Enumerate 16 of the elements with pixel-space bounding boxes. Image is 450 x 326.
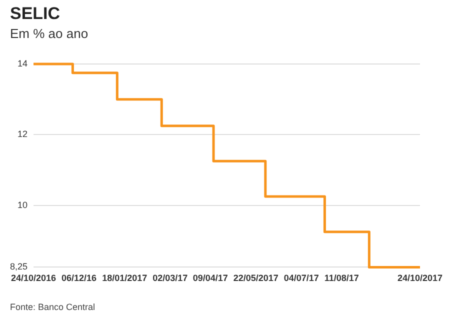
y-tick-label: 12 xyxy=(18,129,28,140)
x-tick-label: 24/10/2016 xyxy=(10,273,56,284)
y-tick-label: 14 xyxy=(18,58,28,68)
chart-subtitle: Em % ao ano xyxy=(10,26,88,41)
y-tick-label: 8,25 xyxy=(10,262,28,272)
chart-title: SELIC xyxy=(10,4,60,24)
x-tick-label: 06/12/16 xyxy=(62,273,97,284)
x-tick-label: 02/03/17 xyxy=(152,273,188,284)
y-tick-label: 10 xyxy=(18,200,28,210)
x-tick-label: 22/05/2017 xyxy=(233,273,278,284)
x-tick-label: 09/04/17 xyxy=(192,273,228,284)
source-note: Fonte: Banco Central xyxy=(10,302,96,312)
x-tick-label: 18/01/2017 xyxy=(102,273,148,284)
x-tick-label: 24/10/2017 xyxy=(397,273,443,284)
x-tick-label: 11/08/17 xyxy=(324,273,359,284)
x-tick-label: 04/07/17 xyxy=(284,273,319,284)
